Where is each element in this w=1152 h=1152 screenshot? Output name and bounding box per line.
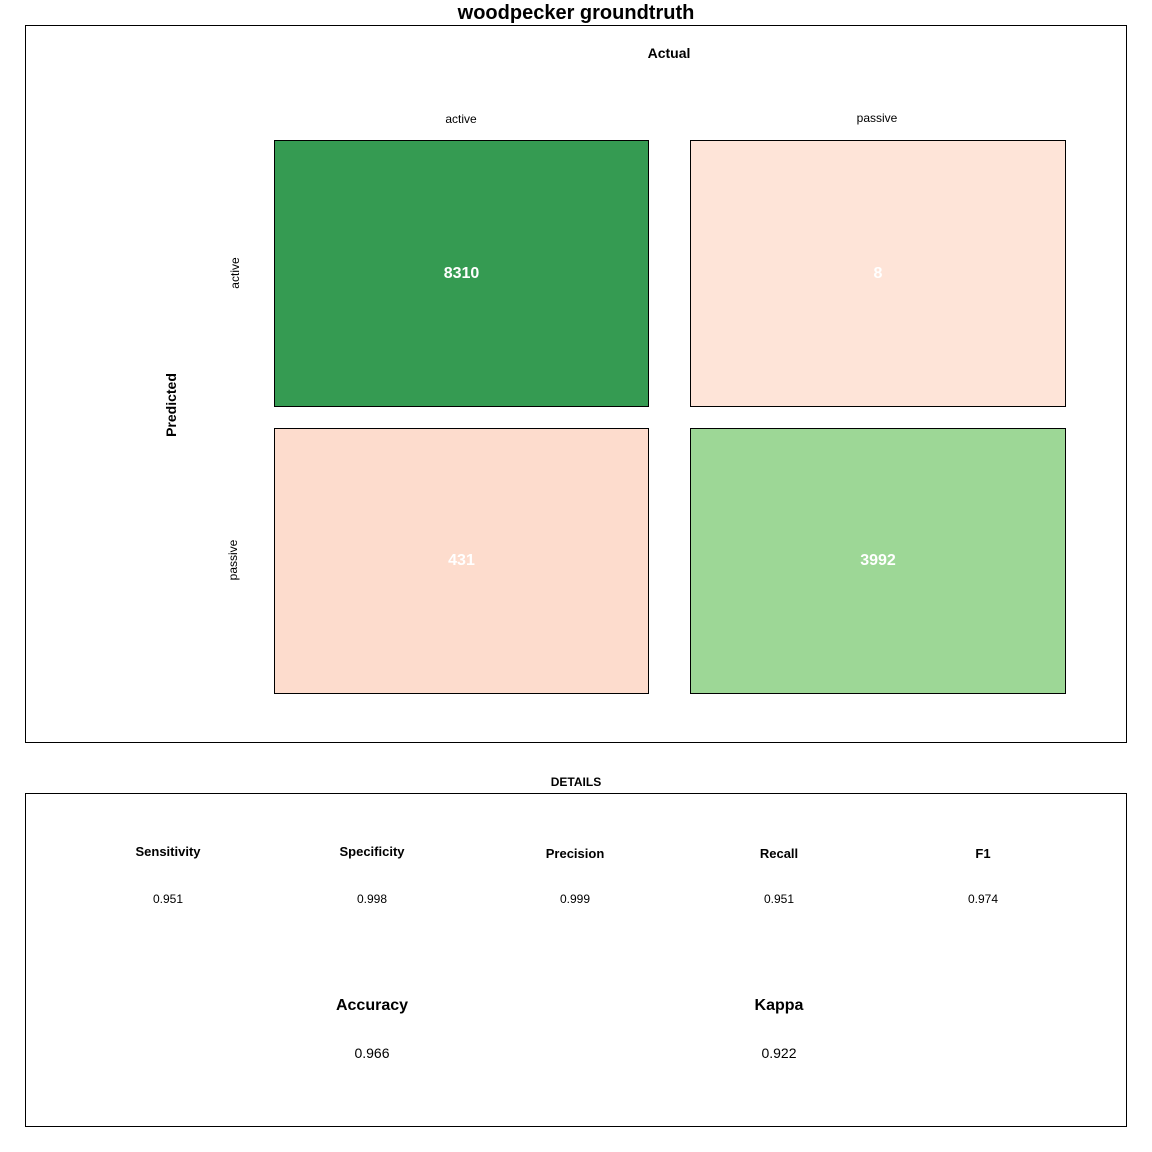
metric-name-recall: Recall — [759, 846, 799, 861]
predicted-axis-label: Predicted — [163, 373, 179, 437]
cell-active-active: 8310 — [274, 140, 649, 407]
summary-value-accuracy: 0.966 — [354, 1045, 390, 1061]
column-label-passive: passive — [856, 111, 898, 125]
metric-value-sensitivity: 0.951 — [152, 892, 184, 906]
cell-value: 3992 — [860, 552, 896, 569]
metric-value-f1: 0.974 — [967, 892, 999, 906]
column-label-active: active — [445, 112, 477, 126]
cell-value: 8 — [873, 264, 883, 282]
row-label-active: active — [228, 257, 242, 289]
metric-value-recall: 0.951 — [763, 892, 795, 906]
summary-name-accuracy: Accuracy — [335, 997, 409, 1014]
metric-value-specificity: 0.998 — [356, 892, 388, 906]
cell-passive-passive: 3992 — [690, 428, 1066, 694]
metric-name-precision: Precision — [545, 846, 605, 861]
details-heading: DETAILS — [550, 775, 602, 789]
cell-passive-active: 431 — [274, 428, 649, 694]
summary-value-kappa: 0.922 — [761, 1045, 797, 1061]
cell-value: 8310 — [443, 264, 480, 282]
metric-name-specificity: Specificity — [339, 844, 405, 859]
cell-value: 431 — [448, 552, 475, 569]
row-label-passive: passive — [226, 539, 240, 581]
actual-axis-label: Actual — [647, 45, 691, 61]
metric-name-sensitivity: Sensitivity — [135, 844, 201, 859]
summary-name-kappa: Kappa — [754, 997, 804, 1014]
metric-value-precision: 0.999 — [559, 892, 591, 906]
confusion-matrix-panel — [25, 25, 1127, 743]
details-panel — [25, 793, 1127, 1127]
chart-title: woodpecker groundtruth — [457, 2, 695, 24]
cell-active-passive: 8 — [690, 140, 1066, 407]
metric-name-f1: F1 — [975, 846, 991, 861]
